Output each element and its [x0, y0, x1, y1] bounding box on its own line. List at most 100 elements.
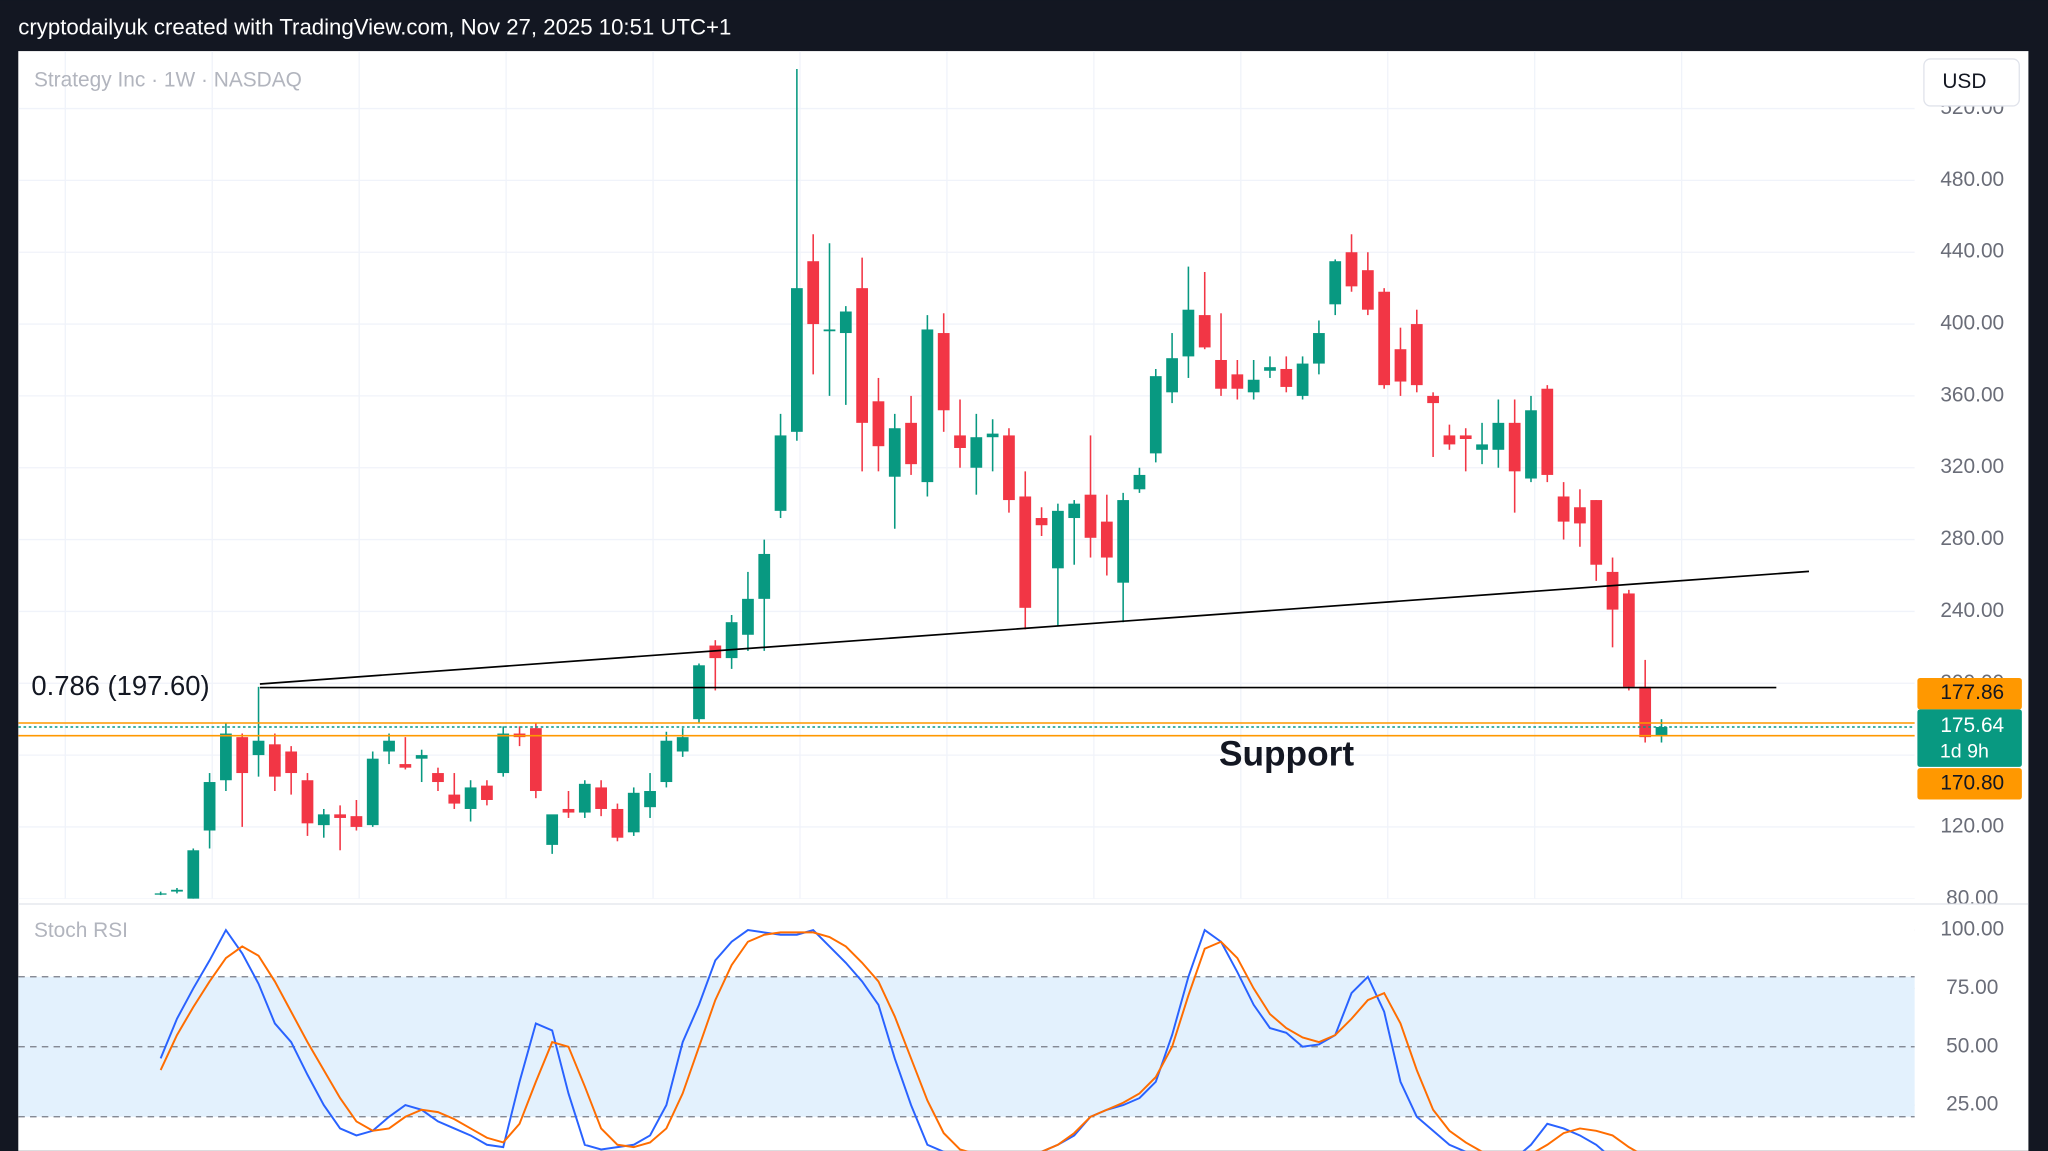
candle-body: [432, 773, 444, 783]
currency-label[interactable]: USD: [1942, 70, 1986, 93]
candle-body: [497, 733, 510, 774]
candle-body: [171, 889, 183, 892]
candle-body: [1084, 494, 1097, 538]
stoch-line: [159, 931, 1638, 1151]
candle-body: [1329, 261, 1342, 305]
candle-body: [644, 791, 656, 808]
candle-body: [660, 740, 673, 783]
candle-body: [1313, 333, 1325, 364]
candle-body: [1476, 444, 1488, 450]
candle-body: [742, 598, 754, 635]
candle-body: [1345, 252, 1358, 287]
candle-body: [464, 787, 477, 809]
candle-body: [758, 553, 771, 599]
y-tick-label: 360.00: [1940, 383, 2004, 406]
y-tick-label: 50.00: [1946, 1034, 1998, 1057]
candle-body: [1149, 376, 1162, 454]
price-badge: [1917, 678, 2022, 710]
header: cryptodailyuk created with TradingView.c…: [18, 15, 731, 40]
y-tick-label: 320.00: [1940, 455, 2004, 478]
candle-body: [1117, 500, 1130, 583]
candle-body: [970, 437, 983, 468]
price-badge: [1917, 709, 2022, 767]
currency-button[interactable]: [1923, 58, 2020, 107]
candle-body: [1231, 374, 1244, 389]
candle-body: [203, 782, 216, 831]
candle-body: [1410, 324, 1423, 386]
y-tick-label: 440.00: [1940, 240, 2004, 263]
candle-body: [807, 261, 820, 325]
price-badge-sublabel: 1d 9h: [1940, 741, 1989, 763]
candle-body: [1443, 435, 1456, 445]
chart-title: Strategy Inc · 1W · NASDAQ: [34, 69, 302, 92]
candle-body: [595, 787, 607, 809]
candle-body: [627, 792, 640, 833]
candle-body: [350, 816, 363, 827]
price-badge: [1917, 768, 2022, 800]
y-tick-label: 240.00: [1940, 599, 2004, 622]
candle-body: [1639, 686, 1652, 738]
candle-body: [693, 665, 705, 720]
candle-body: [676, 737, 689, 752]
candle-body: [236, 737, 249, 774]
candle-body: [415, 755, 428, 759]
candle-body: [1655, 727, 1668, 736]
candle-body: [268, 744, 281, 777]
candle-body: [154, 893, 167, 895]
candle-body: [839, 311, 852, 334]
candle-body: [448, 794, 461, 804]
candle-body: [187, 850, 200, 899]
candle-body: [1198, 315, 1211, 348]
candle-body: [1361, 270, 1374, 310]
stoch-line: [159, 928, 1605, 1151]
candle-body: [285, 751, 298, 774]
price-badge-label: 175.64: [1940, 714, 2004, 737]
candle-body: [1182, 309, 1195, 357]
candle-body: [1035, 518, 1048, 526]
candle-body: [220, 733, 232, 781]
y-tick-label: 480.00: [1940, 168, 2004, 191]
candle-body: [1394, 349, 1407, 382]
candle-body: [954, 435, 966, 448]
candle-body: [611, 808, 624, 838]
candle-body: [334, 814, 346, 818]
candle-body: [562, 808, 575, 813]
candle-body: [301, 780, 314, 824]
price-badge-label: 177.86: [1940, 681, 2004, 704]
candle-body: [1622, 593, 1635, 687]
candle-body: [252, 740, 265, 756]
candle-body: [1296, 363, 1309, 396]
candle-body: [921, 329, 934, 483]
candle-body: [1574, 507, 1586, 524]
price-badge-label: 170.80: [1940, 771, 2004, 794]
candle-body: [1378, 291, 1391, 386]
candle-body: [1215, 359, 1227, 389]
fib-label: 0.786 (197.60): [31, 670, 209, 701]
candle-body: [823, 329, 836, 332]
y-tick-label: 25.00: [1946, 1093, 1998, 1116]
candle-body: [383, 740, 395, 752]
candle-body: [856, 288, 869, 423]
candle-body: [1133, 474, 1146, 490]
candle-body: [1003, 435, 1015, 501]
y-tick-label: 80.00: [1946, 886, 1998, 909]
candle-body: [791, 288, 803, 432]
candle-body: [888, 428, 901, 477]
candle-body: [1068, 503, 1081, 519]
candle-body: [1606, 571, 1619, 610]
candle-body: [709, 645, 722, 659]
candle-body: [1427, 395, 1439, 404]
candle-body: [1264, 367, 1276, 371]
candle-body: [905, 422, 917, 465]
y-tick-label: 120.00: [1940, 814, 2004, 837]
candle-body: [481, 785, 493, 800]
candle-body: [937, 333, 950, 411]
candle-body: [366, 758, 379, 826]
candle-body: [986, 433, 999, 438]
candle-body: [1019, 496, 1032, 608]
candle-body: [1492, 422, 1505, 450]
candle-body: [317, 814, 330, 826]
annotation: Support: [1219, 735, 1354, 774]
candle-body: [1541, 388, 1554, 475]
